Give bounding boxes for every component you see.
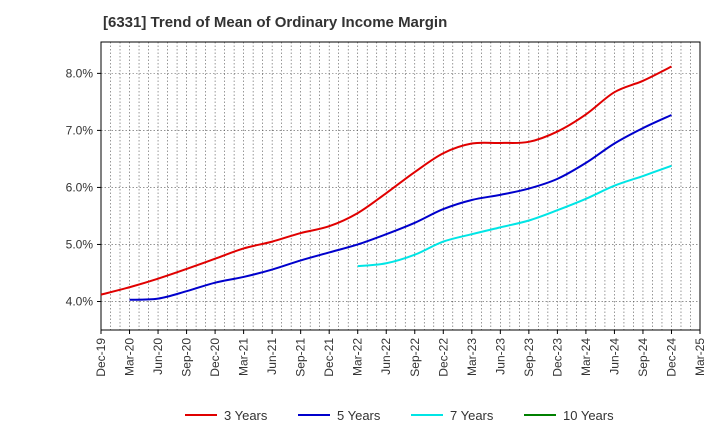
x-tick-label: Sep-20 <box>180 338 194 377</box>
x-tick-label: Sep-22 <box>408 338 422 377</box>
x-tick-label: Dec-24 <box>664 338 678 377</box>
legend: 3 Years 5 Years 7 Years 10 Years <box>185 408 614 423</box>
x-tick-label: Mar-20 <box>123 338 137 376</box>
grid-lines <box>101 42 700 330</box>
x-tick-label: Sep-23 <box>522 338 536 377</box>
y-tick-label: 7.0% <box>66 123 94 137</box>
x-tick-label: Mar-25 <box>693 338 707 376</box>
x-tick-label: Jun-22 <box>379 338 393 375</box>
y-tick-label: 6.0% <box>66 180 94 194</box>
x-tick-label: Mar-22 <box>351 338 365 376</box>
x-tick-label: Mar-24 <box>579 338 593 376</box>
x-tick-label: Sep-21 <box>294 338 308 377</box>
y-axis: 4.0% 5.0% 6.0% 7.0% 8.0% <box>66 66 101 308</box>
x-tick-label: Jun-23 <box>493 338 507 375</box>
legend-label: 10 Years <box>563 408 614 423</box>
y-tick-label: 8.0% <box>66 66 94 80</box>
chart-title: [6331] Trend of Mean of Ordinary Income … <box>103 14 448 31</box>
x-tick-label: Dec-19 <box>94 338 108 377</box>
plot-area <box>100 41 701 331</box>
y-tick-label: 4.0% <box>66 294 94 308</box>
x-tick-label: Dec-20 <box>208 338 222 377</box>
x-tick-label: Mar-21 <box>237 338 251 376</box>
x-tick-label: Dec-21 <box>322 338 336 377</box>
y-tick-label: 5.0% <box>66 237 94 251</box>
x-tick-label: Jun-24 <box>607 338 621 375</box>
x-tick-label: Sep-24 <box>636 338 650 377</box>
series-lines <box>100 65 672 301</box>
x-tick-label: Dec-23 <box>550 338 564 377</box>
x-tick-label: Jun-21 <box>265 338 279 375</box>
x-axis: Dec-19 Mar-20 Jun-20 Sep-20 Dec-20 Mar-21 Jun-… <box>94 330 707 377</box>
series-line-3-years <box>100 65 672 296</box>
series-line-7-years <box>357 164 672 268</box>
legend-label: 5 Years <box>337 408 381 423</box>
legend-label: 3 Years <box>224 408 268 423</box>
x-tick-label: Dec-22 <box>436 338 450 377</box>
legend-label: 7 Years <box>450 408 494 423</box>
series-line-5-years <box>129 114 672 301</box>
x-tick-label: Jun-20 <box>151 338 165 375</box>
x-tick-label: Mar-23 <box>465 338 479 376</box>
